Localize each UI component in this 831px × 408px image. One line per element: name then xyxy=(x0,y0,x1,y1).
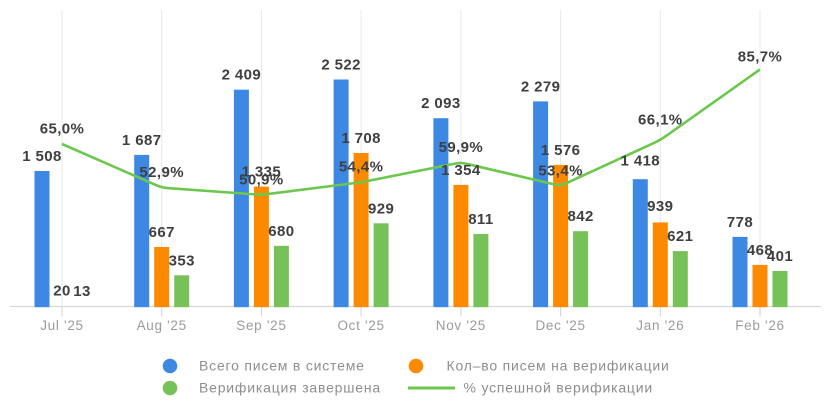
svg-text:1 418: 1 418 xyxy=(621,153,661,170)
svg-text:Feb '26: Feb '26 xyxy=(735,318,785,333)
svg-text:680: 680 xyxy=(268,223,294,240)
svg-text:929: 929 xyxy=(368,200,394,217)
svg-text:Всего писем в системе: Всего писем в системе xyxy=(199,358,365,374)
svg-text:50,9%: 50,9% xyxy=(239,171,284,188)
svg-text:Dec '25: Dec '25 xyxy=(535,318,585,333)
svg-text:13: 13 xyxy=(73,283,91,300)
svg-text:52,9%: 52,9% xyxy=(139,164,184,181)
svg-text:1 708: 1 708 xyxy=(341,130,381,147)
svg-text:20: 20 xyxy=(53,282,71,299)
svg-text:54,4%: 54,4% xyxy=(339,159,384,176)
svg-text:468: 468 xyxy=(747,242,773,259)
svg-text:842: 842 xyxy=(567,208,593,225)
svg-text:Aug '25: Aug '25 xyxy=(137,318,187,333)
svg-text:353: 353 xyxy=(169,252,195,269)
svg-text:2 409: 2 409 xyxy=(222,67,262,84)
svg-text:% успешной верификации: % успешной верификации xyxy=(464,380,654,396)
svg-text:2 093: 2 093 xyxy=(421,95,461,112)
svg-text:59,9%: 59,9% xyxy=(439,139,484,156)
svg-text:Oct '25: Oct '25 xyxy=(337,318,384,333)
svg-text:Nov '25: Nov '25 xyxy=(436,318,486,333)
svg-text:2 279: 2 279 xyxy=(521,78,561,95)
svg-text:Верификация завершена: Верификация завершена xyxy=(199,380,381,396)
svg-text:667: 667 xyxy=(149,224,175,241)
svg-text:85,7%: 85,7% xyxy=(738,48,783,65)
svg-text:1 687: 1 687 xyxy=(122,132,162,149)
svg-text:621: 621 xyxy=(667,228,693,245)
svg-text:939: 939 xyxy=(647,198,673,215)
svg-text:Sep '25: Sep '25 xyxy=(236,318,286,333)
svg-text:1 508: 1 508 xyxy=(22,148,62,165)
svg-text:811: 811 xyxy=(468,211,493,228)
svg-text:65,0%: 65,0% xyxy=(40,121,85,138)
svg-text:1 354: 1 354 xyxy=(441,162,481,179)
svg-text:53,4%: 53,4% xyxy=(538,162,583,179)
svg-text:66,1%: 66,1% xyxy=(638,112,683,129)
svg-text:2 522: 2 522 xyxy=(321,57,361,74)
svg-text:Jul '25: Jul '25 xyxy=(40,318,84,333)
svg-text:Кол–во писем на верификации: Кол–во писем на верификации xyxy=(447,358,670,374)
svg-text:1 576: 1 576 xyxy=(541,142,581,159)
svg-text:401: 401 xyxy=(767,248,793,265)
svg-text:Jan '26: Jan '26 xyxy=(636,318,684,333)
svg-text:1 335: 1 335 xyxy=(242,164,282,181)
svg-text:778: 778 xyxy=(727,214,753,231)
